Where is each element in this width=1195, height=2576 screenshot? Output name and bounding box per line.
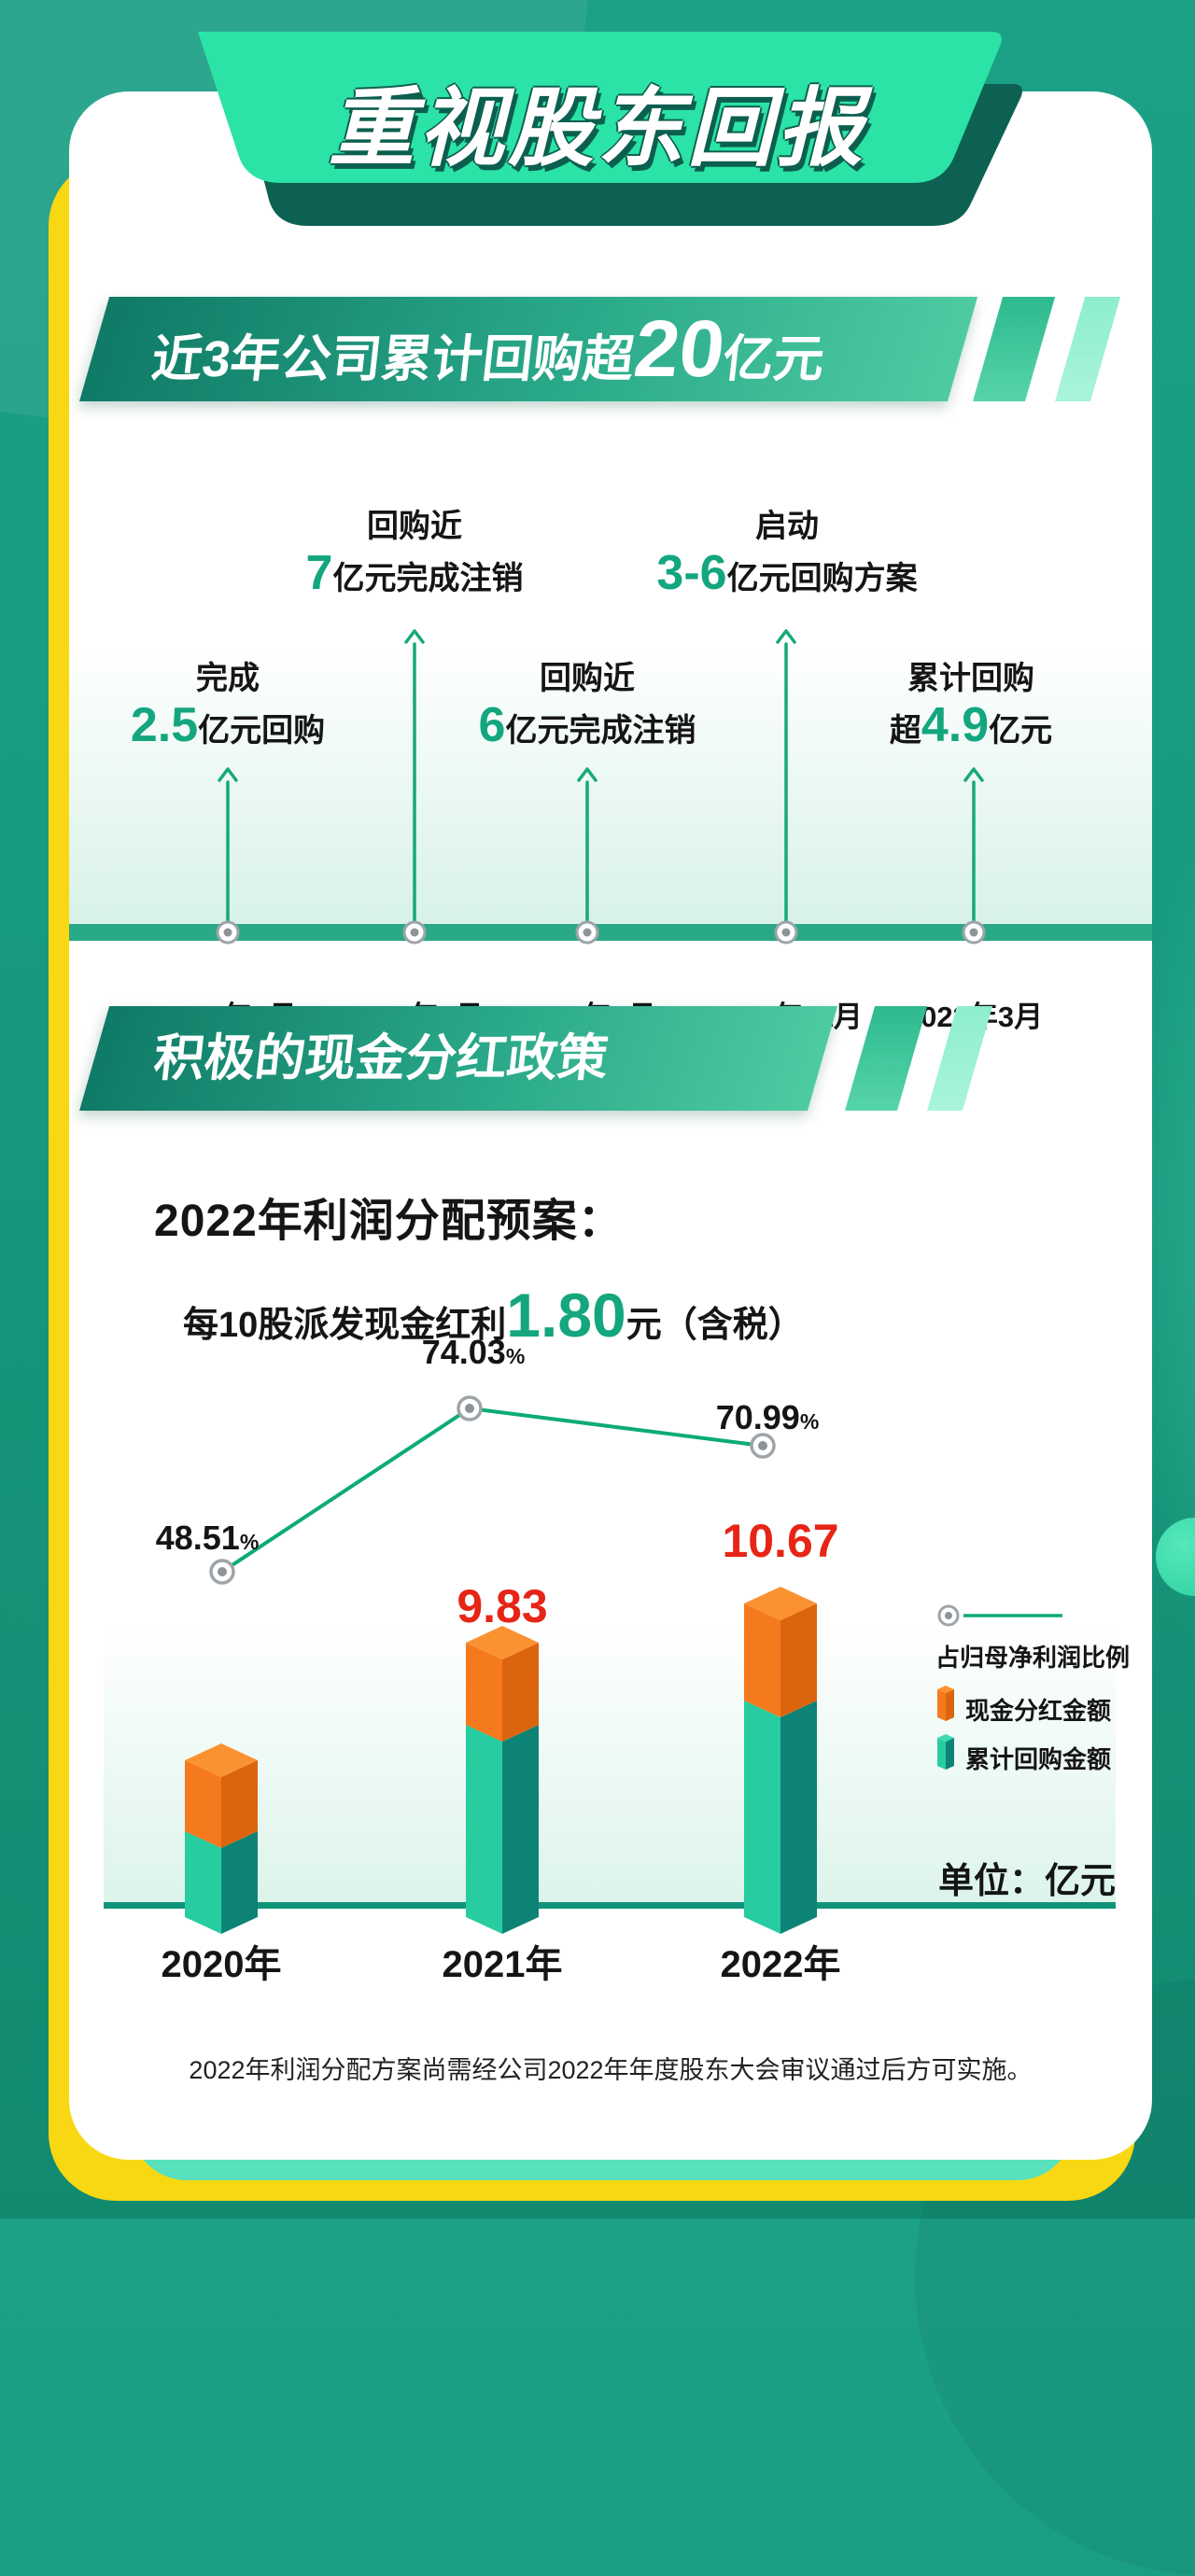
milestone-2022-11: 启动 3-6亿元回购方案 [656,509,918,600]
milestone-2020-7: 完成 2.5亿元回购 [130,661,326,752]
legend-label-line: 占归母净利润比例 [935,1644,1131,1672]
plan-detail: 每10股派发现金红利1.80元（含税） [183,1281,804,1350]
pct-label-2021: 74.03% [421,1333,526,1371]
legend-label-orange: 现金分红金额 [965,1697,1112,1725]
dividend-section-title: 积极的现金分红政策 [150,1030,612,1086]
pct-label-2022: 70.99% [715,1398,820,1436]
bar-value-2021: 9.83 [457,1580,548,1632]
milestone-2023-3: 累计回购 超4.9亿元 [889,661,1053,752]
dividend-section-banner: 积极的现金分红政策 [79,1006,838,1111]
bar-value-2020: 5.44 [176,1686,267,1738]
milestone-2022-7: 回购近 6亿元完成注销 [478,661,696,752]
page-title: 重视股东回报 [328,81,866,176]
pct-label-2020: 48.51% [155,1519,260,1557]
category-2021: 2021年 [442,1944,563,1985]
footer-note: 2022年利润分配方案尚需经公司2022年年度股东大会审议通过后方可实施。 [189,2056,1033,2084]
unit-label: 单位：亿元 [937,1862,1116,1901]
milestone-2021-9: 回购近 7亿元完成注销 [305,509,524,600]
legend-label-teal: 累计回购金额 [965,1745,1112,1773]
category-2020: 2020年 [161,1944,282,1985]
category-2022: 2022年 [720,1944,841,1985]
buyback-section-banner: 近3年公司累计回购超20亿元 [79,297,978,401]
plan-title: 2022年利润分配预案： [154,1197,624,1246]
buyback-section-title: 近3年公司累计回购超20亿元 [148,304,827,394]
bar-value-2022: 10.67 [722,1515,839,1567]
